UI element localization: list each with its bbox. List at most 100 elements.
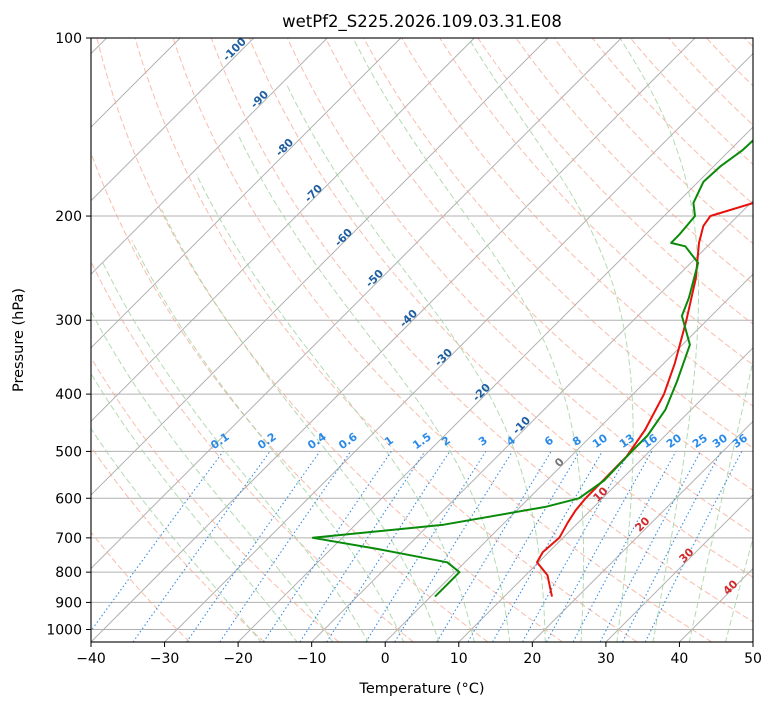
isotherm-line bbox=[91, 38, 328, 275]
x-tick-label: −30 bbox=[150, 651, 180, 667]
mixing-ratio-label: 8 bbox=[570, 434, 584, 449]
moist-adiabat bbox=[91, 427, 262, 642]
y-axis-ticks: 100 200 300 400 500 600 700 800 900 1000 bbox=[46, 31, 91, 638]
y-tick-label: 1000 bbox=[46, 622, 82, 638]
y-tick-label: 500 bbox=[55, 444, 82, 460]
mixing-ratio-line bbox=[522, 451, 631, 642]
y-tick-label: 900 bbox=[55, 595, 82, 611]
moist-adiabat bbox=[102, 262, 369, 642]
isotherm-line bbox=[91, 38, 255, 202]
x-tick-label: 30 bbox=[597, 651, 615, 667]
dry-adiabat bbox=[172, 38, 713, 642]
isotherm-line bbox=[384, 273, 753, 642]
dry-adiabat-label: -80 bbox=[273, 136, 296, 159]
y-tick-label: 800 bbox=[55, 565, 82, 581]
mixing-ratio-label: 0.6 bbox=[336, 430, 360, 452]
dry-adiabat-label: -100 bbox=[220, 35, 249, 64]
y-tick-label: 700 bbox=[55, 531, 82, 547]
isotherm-line bbox=[91, 38, 402, 349]
dry-adiabat-label: -60 bbox=[332, 226, 355, 249]
mixing-ratio-label: 3 bbox=[476, 434, 490, 449]
y-tick-label: 600 bbox=[55, 491, 82, 507]
dry-adiabat bbox=[96, 38, 563, 642]
x-axis-label: Temperature (°C) bbox=[358, 681, 484, 697]
mixing-ratio-line bbox=[572, 451, 677, 642]
x-axis-ticks: −40 −30 −20 −10 0 10 20 30 40 50 bbox=[76, 642, 762, 667]
mixing-ratio-label: 1 bbox=[382, 434, 396, 449]
isotherm-line bbox=[679, 567, 753, 642]
mixing-ratio-line bbox=[219, 451, 352, 642]
dry-adiabat bbox=[706, 38, 753, 87]
isotherm-line bbox=[752, 641, 753, 642]
profile-lines bbox=[311, 139, 753, 598]
x-tick-label: 0 bbox=[381, 651, 390, 667]
moist-adiabat-label: 30 bbox=[677, 545, 697, 565]
moist-adiabat-label: 20 bbox=[633, 514, 653, 534]
plot-frame bbox=[90, 37, 754, 643]
mixing-ratio-line bbox=[186, 451, 321, 642]
y-tick-label: 400 bbox=[55, 387, 82, 403]
isotherm-line bbox=[91, 38, 622, 570]
moist-adiabat bbox=[286, 84, 546, 642]
dry-adiabat-label: -10 bbox=[510, 414, 533, 437]
dry-adiabat-label: -50 bbox=[363, 267, 386, 290]
moist-adiabat bbox=[195, 174, 475, 642]
dry-adiabat bbox=[325, 38, 753, 491]
background-lines bbox=[91, 38, 753, 642]
moist-adiabat bbox=[236, 133, 511, 642]
dry-adiabat bbox=[134, 38, 638, 642]
dry-adiabat bbox=[286, 38, 753, 535]
x-tick-label: −10 bbox=[297, 651, 327, 667]
isotherm-line bbox=[91, 38, 475, 423]
x-tick-label: −40 bbox=[76, 651, 106, 667]
isotherm-line bbox=[605, 494, 753, 642]
moist-adiabat bbox=[161, 209, 440, 642]
mixing-ratio-line bbox=[436, 451, 552, 642]
moist-adiabat bbox=[725, 536, 753, 642]
dry-adiabat bbox=[210, 38, 753, 623]
chart-title: wetPf2_S225.2026.109.03.31.E08 bbox=[282, 12, 562, 32]
mixing-ratio-line bbox=[299, 451, 426, 642]
dry-adiabat bbox=[91, 260, 414, 642]
isotherm-line bbox=[531, 420, 753, 642]
moist-adiabat bbox=[619, 38, 699, 642]
mixing-ratio-line bbox=[546, 451, 653, 642]
dry-adiabat bbox=[477, 38, 753, 325]
y-tick-label: 100 bbox=[55, 31, 82, 47]
mixing-ratio-line bbox=[394, 451, 513, 642]
isotherm-line bbox=[91, 38, 181, 128]
dry-adiabat-label: -20 bbox=[470, 381, 493, 404]
mixing-ratio-label: 4 bbox=[504, 433, 518, 448]
dry-adiabat bbox=[91, 531, 191, 642]
dry-adiabat-label: -30 bbox=[432, 346, 455, 369]
y-tick-label: 200 bbox=[55, 209, 82, 225]
moist-adiabat bbox=[688, 358, 753, 642]
mixing-ratio-line bbox=[644, 451, 743, 642]
dry-adiabat-label: -40 bbox=[397, 307, 420, 330]
y-tick-label: 300 bbox=[55, 313, 82, 329]
dry-adiabat bbox=[91, 356, 340, 642]
dry-adiabat bbox=[91, 445, 265, 642]
mixing-ratio-label: 6 bbox=[542, 433, 556, 448]
isotherm-line bbox=[458, 347, 753, 642]
dewpoint-line bbox=[311, 139, 753, 598]
line-labels: -100-90-80-70-60-50-40-30-20-100.1 0.2 0.4… bbox=[208, 35, 750, 598]
dry-adiabat bbox=[439, 38, 753, 366]
dry-adiabat bbox=[91, 151, 489, 642]
dry-adiabat bbox=[248, 38, 753, 578]
mixing-ratio-line bbox=[132, 451, 271, 642]
mixing-ratio-line bbox=[91, 451, 224, 632]
moist-adiabat bbox=[467, 38, 634, 642]
dry-adiabat bbox=[515, 38, 753, 285]
moist-adiabat bbox=[91, 310, 334, 642]
isotherm-line bbox=[237, 126, 753, 642]
x-tick-label: 10 bbox=[450, 651, 468, 667]
isotherm-line bbox=[91, 38, 696, 642]
moist-adiabat bbox=[131, 240, 405, 642]
isotherm-line bbox=[164, 52, 753, 642]
temperature-line bbox=[536, 202, 753, 597]
mixing-ratio-line bbox=[326, 451, 451, 642]
x-tick-label: 20 bbox=[523, 651, 541, 667]
mixing-ratio-label: 30 bbox=[710, 431, 730, 451]
